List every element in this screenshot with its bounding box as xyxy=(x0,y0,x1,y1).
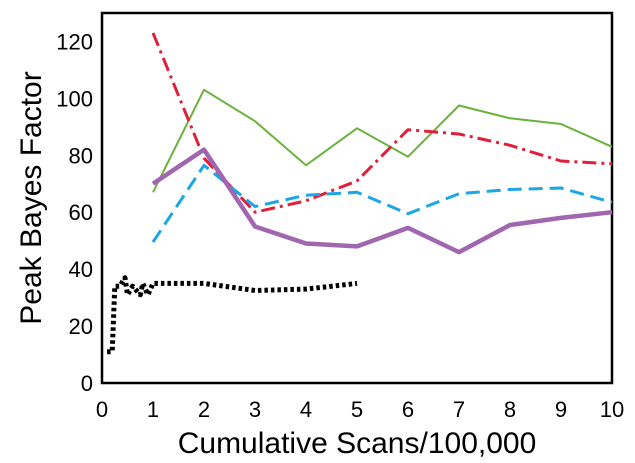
x-tick-label: 8 xyxy=(504,397,516,422)
series-line-4 xyxy=(151,163,613,243)
y-axis-ticks: 0 20 40 60 80 100 120 xyxy=(56,29,93,396)
x-tick-label: 4 xyxy=(300,397,312,422)
y-tick-label: 20 xyxy=(69,314,93,339)
x-tick-label: 1 xyxy=(147,397,159,422)
y-tick-label: 120 xyxy=(56,29,93,54)
plot-frame xyxy=(100,11,614,385)
y-tick-label: 60 xyxy=(69,200,93,225)
x-axis-title: Cumulative Scans/100,000 xyxy=(178,427,537,460)
y-tick-label: 100 xyxy=(56,86,93,111)
series-line-5 xyxy=(151,147,613,255)
y-tick-label: 0 xyxy=(81,371,93,396)
x-tick-label: 2 xyxy=(198,397,210,422)
x-tick-label: 10 xyxy=(600,397,624,422)
x-tick-label: 6 xyxy=(402,397,414,422)
y-tick-label: 40 xyxy=(69,257,93,282)
x-tick-label: 0 xyxy=(96,397,108,422)
y-axis-title: Peak Bayes Factor xyxy=(15,71,48,324)
x-tick-label: 9 xyxy=(555,397,567,422)
series-line-1 xyxy=(107,275,358,355)
y-tick-label: 80 xyxy=(69,143,93,168)
series-layer xyxy=(107,32,613,355)
x-tick-label: 7 xyxy=(453,397,465,422)
x-tick-label: 3 xyxy=(249,397,261,422)
x-axis-ticks: 0 1 2 3 4 5 6 7 8 9 10 xyxy=(96,397,624,422)
x-tick-label: 5 xyxy=(351,397,363,422)
series-line-2 xyxy=(152,88,613,193)
